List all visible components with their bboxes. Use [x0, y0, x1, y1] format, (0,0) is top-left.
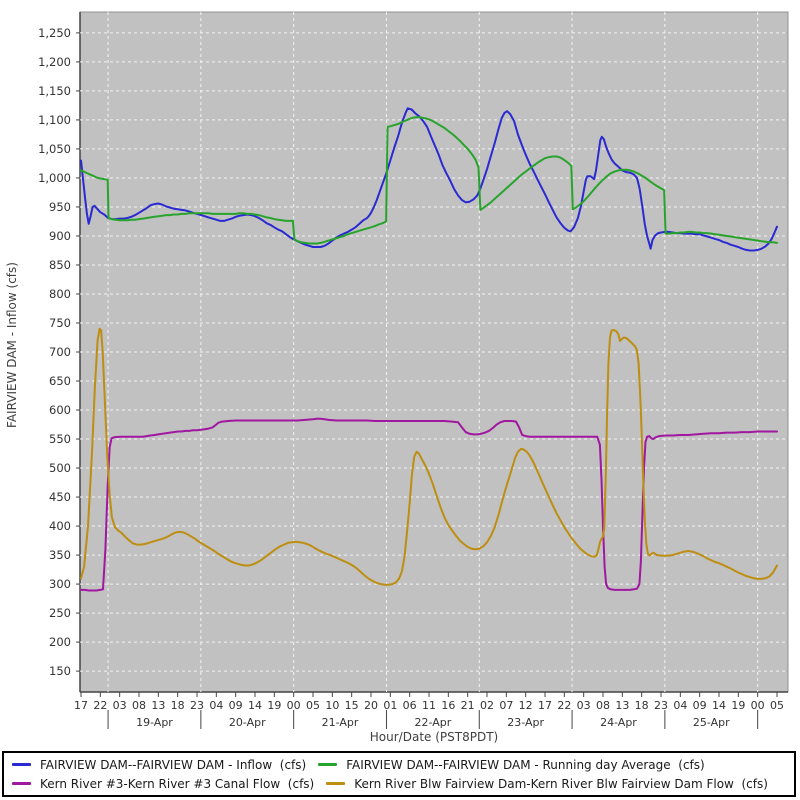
hour-tick-label: 03: [113, 699, 127, 712]
legend-label-inflow: FAIRVIEW DAM--FAIRVIEW DAM - Inflow (cfs…: [40, 757, 307, 772]
y-tick-label: 700: [49, 345, 71, 359]
day-label: 20-Apr: [229, 716, 266, 729]
hour-tick-label: 17: [538, 699, 552, 712]
y-tick-label: 600: [49, 403, 71, 417]
hour-tick-label: 02: [480, 699, 494, 712]
y-tick-label: 1,000: [38, 171, 71, 185]
day-label: 19-Apr: [136, 716, 173, 729]
y-tick-label: 1,250: [38, 26, 71, 40]
hour-tick-label: 15: [345, 699, 359, 712]
hour-tick-label: 04: [673, 699, 687, 712]
hour-tick-label: 16: [441, 699, 455, 712]
hour-tick-label: 23: [654, 699, 668, 712]
legend-row-1: FAIRVIEW DAM--FAIRVIEW DAM - Inflow (cfs…: [12, 758, 786, 772]
hour-tick-label: 21: [461, 699, 475, 712]
legend-label-running-avg: FAIRVIEW DAM--FAIRVIEW DAM - Running day…: [346, 757, 705, 772]
hour-tick-label: 04: [209, 699, 223, 712]
y-tick-label: 150: [49, 664, 71, 678]
hour-tick-label: 19: [267, 699, 281, 712]
hour-tick-label: 03: [577, 699, 591, 712]
y-tick-label: 500: [49, 461, 71, 475]
y-tick-label: 950: [49, 200, 71, 214]
y-tick-label: 800: [49, 287, 71, 301]
hour-tick-label: 18: [635, 699, 649, 712]
y-tick-label: 450: [49, 490, 71, 504]
legend-label-canal-flow: Kern River #3-Kern River #3 Canal Flow (…: [40, 776, 315, 791]
legend-item-blw-dam-flow: Kern River Blw Fairview Dam-Kern River B…: [326, 777, 768, 791]
y-tick-label: 250: [49, 606, 71, 620]
legend-swatch-running-avg: [318, 763, 338, 766]
hour-tick-label: 09: [229, 699, 243, 712]
hour-tick-label: 13: [151, 699, 165, 712]
legend-row-2: Kern River #3-Kern River #3 Canal Flow (…: [12, 777, 786, 791]
day-label: 25-Apr: [693, 716, 730, 729]
series-running-avg: [80, 116, 778, 245]
hour-tick-label: 22: [93, 699, 107, 712]
hour-tick-label: 05: [770, 699, 784, 712]
y-tick-label: 400: [49, 519, 71, 533]
series-canal-flow: [80, 417, 778, 592]
y-tick-label: 850: [49, 258, 71, 272]
hour-tick-label: 22: [557, 699, 571, 712]
legend-swatch-canal-flow: [12, 782, 31, 785]
y-tick-label: 200: [49, 635, 71, 649]
day-label: 24-Apr: [600, 716, 637, 729]
hour-tick-label: 17: [74, 699, 88, 712]
hour-tick-label: 20: [364, 699, 378, 712]
day-label: 23-Apr: [507, 716, 544, 729]
y-tick-label: 1,100: [38, 113, 71, 127]
y-tick-label: 900: [49, 229, 71, 243]
legend-swatch-inflow: [12, 763, 31, 766]
legend-swatch-blw-dam-flow: [326, 782, 346, 785]
hour-tick-label: 12: [519, 699, 533, 712]
day-label: 21-Apr: [322, 716, 359, 729]
hour-tick-label: 08: [596, 699, 610, 712]
hour-tick-label: 06: [403, 699, 417, 712]
y-tick-label: 750: [49, 316, 71, 330]
flow-chart: 25-Apr 24-Apr 23-Apr 22-Apr 21-Apr 20-Apr 19-A…: [5, 11, 789, 744]
hour-tick-label: 14: [712, 699, 726, 712]
hour-tick-label: 18: [171, 699, 185, 712]
x-axis-title: Hour/Date (PST8PDT): [370, 730, 498, 744]
legend-item-inflow: FAIRVIEW DAM--FAIRVIEW DAM - Inflow (cfs…: [12, 758, 306, 772]
y-tick-label: 1,150: [38, 84, 71, 98]
hour-tick-label: 13: [615, 699, 629, 712]
hour-tick-label: 19: [731, 699, 745, 712]
hour-tick-label: 14: [248, 699, 262, 712]
day-label: 22-Apr: [414, 716, 451, 729]
hour-tick-label: 07: [499, 699, 513, 712]
y-tick-label: 1,050: [38, 142, 71, 156]
y-tick-label: 650: [49, 374, 71, 388]
legend-item-canal-flow: Kern River #3-Kern River #3 Canal Flow (…: [12, 777, 314, 791]
y-tick-label: 1,200: [38, 55, 71, 69]
y-tick-label: 350: [49, 548, 71, 562]
series-blw-dam-flow: [80, 327, 778, 586]
hour-tick-label: 05: [306, 699, 320, 712]
hour-tick-label: 09: [693, 699, 707, 712]
hour-tick-label: 01: [383, 699, 397, 712]
legend-item-running-avg: FAIRVIEW DAM--FAIRVIEW DAM - Running day…: [318, 758, 705, 772]
y-axis-title: FAIRVIEW DAM - Inflow (cfs): [5, 262, 19, 428]
hour-tick-label: 11: [422, 699, 436, 712]
hour-tick-label: 10: [325, 699, 339, 712]
hour-tick-label: 08: [132, 699, 146, 712]
hour-tick-label: 23: [190, 699, 204, 712]
legend-label-blw-dam-flow: Kern River Blw Fairview Dam-Kern River B…: [354, 776, 768, 791]
y-tick-label: 550: [49, 432, 71, 446]
y-tick-label: 300: [49, 577, 71, 591]
hour-tick-label: 00: [287, 699, 301, 712]
legend: FAIRVIEW DAM--FAIRVIEW DAM - Inflow (cfs…: [2, 751, 796, 797]
hour-tick-label: 00: [751, 699, 765, 712]
